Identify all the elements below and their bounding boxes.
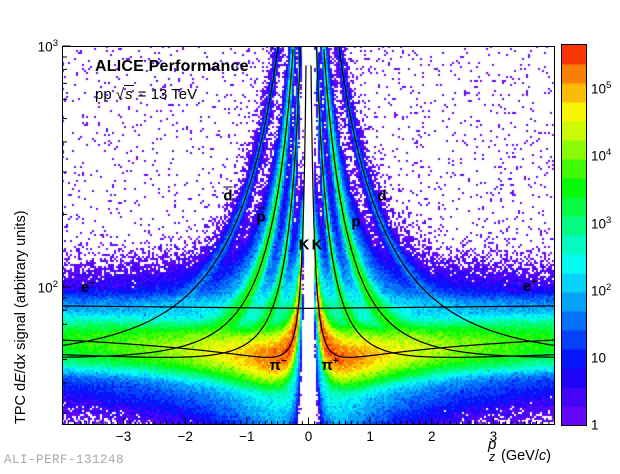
watermark: ALI-PERF-131248 bbox=[4, 453, 125, 467]
particle-label-pion-plus: π+ bbox=[321, 356, 339, 374]
y-tick-label: 103 bbox=[37, 37, 58, 55]
x-axis-title-p: p bbox=[488, 436, 497, 453]
particle-label-antideuteron: d bbox=[223, 187, 233, 205]
y-tick-label: 102 bbox=[37, 278, 58, 296]
particle-label-positron: e+ bbox=[522, 277, 538, 295]
colorbar-tick-label: 10 bbox=[591, 350, 607, 366]
x-axis-title-unit: (GeV/c) bbox=[501, 448, 551, 464]
x-tick-label: −3 bbox=[115, 429, 132, 444]
x-tick-label: 2 bbox=[427, 429, 436, 444]
colorbar-tick-label: 104 bbox=[591, 146, 612, 164]
subtitle-suffix: = 13 TeV bbox=[133, 86, 198, 103]
x-tick-label: −1 bbox=[239, 429, 255, 444]
particle-label-kaon-plus: K bbox=[311, 236, 323, 254]
colorbar-tick-label: 102 bbox=[591, 281, 612, 299]
subtitle-prefix: pp bbox=[95, 86, 116, 103]
colorbar-tick-label: 105 bbox=[591, 79, 612, 96]
y-axis-title: TPC dE/dx signal (arbitrary units) bbox=[13, 210, 29, 424]
x-tick-label: 3 bbox=[489, 429, 498, 444]
x-tick-label: 0 bbox=[304, 429, 313, 444]
colorbar bbox=[561, 44, 587, 426]
x-tick-label: 1 bbox=[366, 429, 374, 444]
plot-title: ALICE Performance bbox=[95, 58, 249, 75]
sqrt-argument: s bbox=[124, 85, 134, 103]
particle-label-deuteron: d bbox=[377, 187, 387, 205]
colorbar-canvas bbox=[562, 45, 586, 425]
particle-label-proton: p bbox=[351, 213, 361, 231]
x-tick-label: −2 bbox=[177, 429, 193, 444]
particle-label-pion-minus: π− bbox=[269, 356, 287, 374]
x-axis-title-z: z bbox=[489, 450, 496, 464]
sqrt-symbol: √ bbox=[115, 86, 125, 103]
particle-label-kaon-minus: K bbox=[298, 236, 310, 254]
particle-label-antiproton: p bbox=[256, 208, 266, 226]
colorbar-tick-label: 1 bbox=[591, 417, 599, 433]
colorbar-tick-label: 103 bbox=[591, 214, 612, 231]
plot-subtitle: pp √s = 13 TeV bbox=[95, 85, 198, 103]
particle-label-electron: e− bbox=[80, 278, 96, 296]
